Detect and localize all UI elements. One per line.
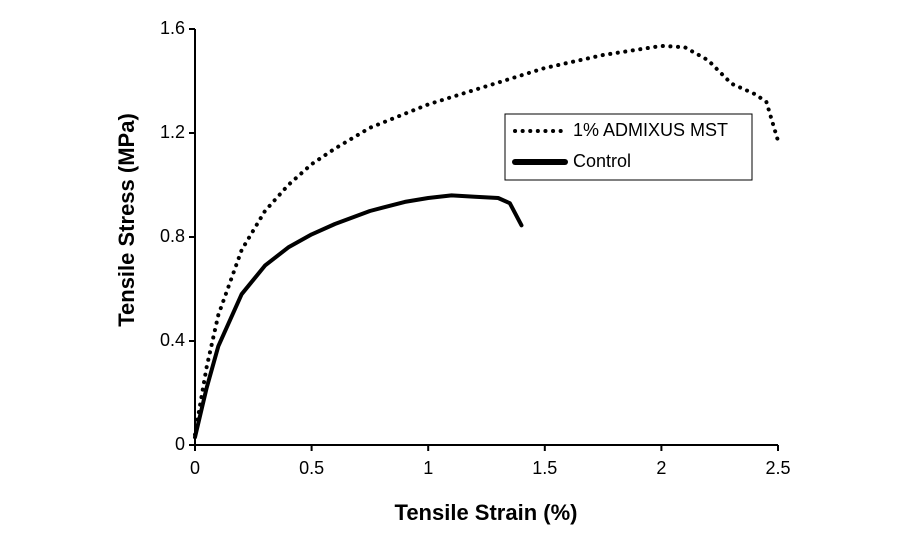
legend-label: 1% ADMIXUS MST [573, 120, 728, 140]
x-tick-label: 1.5 [532, 458, 557, 478]
y-tick-label: 1.2 [160, 122, 185, 142]
x-tick-label: 2.5 [765, 458, 790, 478]
x-tick-label: 1 [423, 458, 433, 478]
y-tick-label: 1.6 [160, 18, 185, 38]
x-tick-label: 0.5 [299, 458, 324, 478]
legend-label: Control [573, 151, 631, 171]
series-line [193, 43, 780, 437]
y-tick-label: 0.4 [160, 330, 185, 350]
x-axis-title: Tensile Strain (%) [395, 500, 578, 525]
y-tick-label: 0.8 [160, 226, 185, 246]
legend-box [504, 113, 753, 181]
y-axis-title: Tensile Stress (MPa) [114, 113, 139, 327]
series-line [193, 193, 524, 440]
x-tick-label: 2 [656, 458, 666, 478]
y-tick-label: 0 [175, 434, 185, 454]
x-tick-label: 0 [190, 458, 200, 478]
